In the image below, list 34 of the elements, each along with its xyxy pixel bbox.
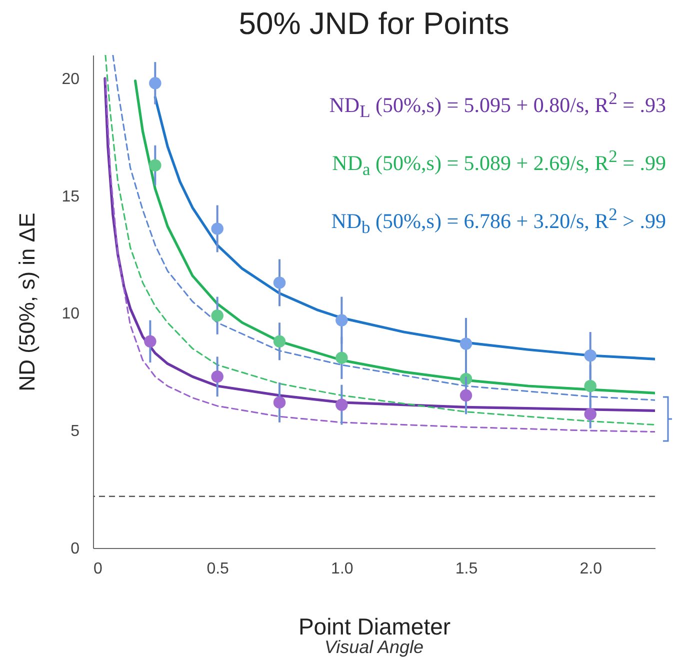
point [336, 398, 348, 411]
point [144, 335, 156, 348]
point [460, 389, 472, 402]
x-tick-label: 2.0 [580, 560, 602, 578]
x-tick-label: 0.5 [206, 560, 230, 578]
point [584, 408, 596, 420]
y-tick-label: 5 [70, 423, 80, 440]
y-tick-label: 10 [62, 306, 80, 323]
point [149, 159, 162, 172]
y-tick-label: 20 [62, 70, 80, 88]
x-tick-label: 0 [94, 560, 102, 578]
point [460, 338, 472, 350]
annotation: ND$_{b}$ (50%,s) = 6.786 + 3.20/s, R$^{2}$ > .99 [330, 204, 666, 240]
point [584, 349, 596, 362]
y-tick-label: 0 [70, 540, 80, 558]
point [211, 370, 224, 383]
y-axis-title: ND (50%, s) in ΔE [14, 212, 40, 392]
point [211, 222, 224, 235]
point [336, 352, 348, 364]
point [211, 309, 224, 322]
x-axis-title: Point Diameter [298, 614, 451, 640]
point [336, 314, 348, 326]
y-tick-label: 15 [62, 188, 80, 206]
x-tick-label: 1.5 [455, 560, 478, 578]
text: Visual Angle [323, 637, 425, 658]
annotation: ND$_{a}$ (50%,s) = 5.089 + 2.69/s, R$^{2}$ = .99 [331, 146, 666, 182]
chart-title: 50% JND for Points [238, 6, 510, 41]
point [273, 276, 286, 289]
annotation: ND$_{L}$ (50%,s) = 5.095 + 0.80/s, R$^{2}$ = .93 [329, 88, 666, 124]
x-tick-label: 1.0 [331, 560, 354, 578]
point [273, 396, 286, 409]
point [584, 380, 596, 392]
point [273, 335, 286, 348]
point [149, 77, 162, 90]
